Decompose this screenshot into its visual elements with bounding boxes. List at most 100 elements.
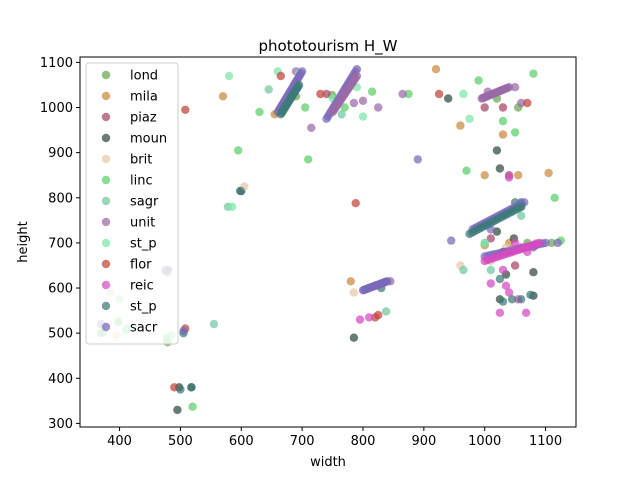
x-tick-label-700: 700 bbox=[290, 434, 315, 449]
legend-marker-lond-0 bbox=[101, 70, 111, 80]
data-point-flor-9-8 bbox=[434, 89, 444, 99]
data-point-sacr-12-6 bbox=[553, 238, 562, 248]
data-point-reic-10-9 bbox=[501, 281, 511, 290]
data-point-unit-7-5 bbox=[374, 103, 383, 112]
data-point-flor-9-9 bbox=[523, 98, 532, 108]
data-point-st_p-11-1 bbox=[176, 385, 185, 394]
data-point-st_p-11-9 bbox=[517, 295, 526, 304]
x-tick-label-800: 800 bbox=[351, 434, 376, 449]
data-point-linc-5-10 bbox=[462, 166, 471, 175]
legend-label-unit-7: unit bbox=[130, 216, 155, 231]
legend-label-sagr-6: sagr bbox=[130, 195, 159, 210]
data-point-linc-5-13 bbox=[510, 128, 520, 137]
data-point-piaz-2-6 bbox=[510, 261, 520, 270]
data-point-sacr-12-1 bbox=[179, 326, 188, 336]
y-tick-label-800: 800 bbox=[48, 191, 73, 206]
data-point-st_p-8-4 bbox=[227, 202, 237, 211]
data-point-sagr-6-2 bbox=[209, 319, 219, 329]
data-point-reic-10-8 bbox=[486, 279, 495, 288]
data-point-moun-3-0 bbox=[173, 405, 182, 415]
legend-marker-st_p-8 bbox=[101, 238, 111, 248]
data-point-linc-5-9 bbox=[404, 89, 413, 99]
cluster-point-sacr-6-21 bbox=[541, 238, 550, 248]
legend-label-lond-0: lond bbox=[130, 69, 158, 84]
data-point-moun-3-6 bbox=[492, 146, 502, 155]
data-point-sacr-12-2 bbox=[413, 155, 422, 164]
y-tick-label-1100: 1100 bbox=[40, 56, 73, 71]
data-point-unit-7-2 bbox=[307, 123, 316, 132]
legend-marker-st_p-11 bbox=[101, 301, 111, 311]
data-point-mila-1-5 bbox=[480, 171, 489, 180]
data-point-st_p-8-12 bbox=[480, 238, 489, 248]
y-tick-label-400: 400 bbox=[48, 372, 73, 387]
data-point-moun-3-5 bbox=[444, 94, 453, 103]
data-point-linc-5-8 bbox=[367, 87, 377, 96]
data-point-reic-10-13 bbox=[498, 265, 508, 275]
data-point-flor-9-3 bbox=[276, 71, 285, 81]
data-point-sagr-6-10 bbox=[517, 211, 526, 220]
data-point-piaz-2-2 bbox=[480, 103, 489, 112]
data-point-linc-5-5 bbox=[301, 103, 310, 112]
data-point-sacr-12-3 bbox=[447, 236, 456, 245]
data-point-st_p-8-9 bbox=[358, 112, 368, 121]
data-point-mila-1-2 bbox=[346, 277, 355, 286]
data-point-reic-10-2 bbox=[364, 313, 374, 322]
legend-label-st_p-8: st_p bbox=[130, 237, 157, 252]
data-point-flor-9-5 bbox=[351, 199, 360, 208]
data-point-sagr-6-6 bbox=[381, 307, 391, 316]
data-point-st_p-11-13 bbox=[495, 274, 505, 284]
data-point-moun-3-11 bbox=[529, 268, 538, 277]
data-point-mila-1-3 bbox=[431, 65, 441, 74]
data-point-linc-5-3 bbox=[234, 146, 243, 155]
data-point-st_p-11-7 bbox=[498, 297, 508, 306]
cluster-point-reic-7-21 bbox=[535, 238, 544, 248]
data-point-lond-0-7 bbox=[547, 238, 556, 248]
data-point-unit-7-3 bbox=[349, 98, 359, 108]
y-tick-label-900: 900 bbox=[48, 146, 73, 161]
legend-label-sacr-12: sacr bbox=[130, 321, 158, 336]
legend: londmilapiazmounbritlincsagrunitst_pflor… bbox=[85, 62, 179, 345]
data-point-mila-1-0 bbox=[218, 92, 228, 101]
data-point-linc-5-11 bbox=[474, 76, 483, 85]
legend-label-moun-3: moun bbox=[130, 132, 167, 147]
x-tick-label-600: 600 bbox=[229, 434, 254, 449]
legend-marker-sacr-12 bbox=[101, 322, 111, 332]
data-point-st_p-11-10 bbox=[526, 290, 535, 299]
data-point-flor-9-7 bbox=[374, 310, 383, 320]
x-tick-label-1000: 1000 bbox=[468, 434, 501, 449]
data-point-mila-1-7 bbox=[514, 171, 523, 180]
data-point-linc-5-4 bbox=[255, 107, 264, 117]
legend-label-mila-1: mila bbox=[130, 90, 158, 105]
chart-title: phototourism H_W bbox=[259, 37, 398, 56]
points-layer bbox=[97, 65, 565, 415]
data-point-flor-9-4 bbox=[316, 89, 325, 99]
legend-marker-unit-7 bbox=[101, 217, 111, 227]
data-point-brit-4-3 bbox=[349, 288, 359, 297]
data-point-linc-5-15 bbox=[550, 193, 559, 202]
y-tick-label-500: 500 bbox=[48, 327, 73, 342]
y-tick-label-700: 700 bbox=[48, 236, 73, 251]
data-point-linc-5-6 bbox=[304, 155, 313, 164]
legend-marker-reic-10 bbox=[101, 280, 111, 290]
data-point-reic-10-1 bbox=[355, 315, 365, 324]
legend-label-flor-9: flor bbox=[130, 258, 152, 273]
cluster-point-unit-8-21 bbox=[504, 83, 514, 92]
plot-area-frame bbox=[79, 56, 577, 428]
legend-marker-mila-1 bbox=[101, 91, 111, 101]
data-point-reic-10-3 bbox=[495, 308, 505, 317]
data-point-sagr-6-7 bbox=[459, 265, 468, 275]
x-axis-label: width bbox=[310, 455, 346, 470]
legend-marker-piaz-2 bbox=[101, 112, 111, 122]
data-point-unit-7-4 bbox=[358, 96, 368, 106]
data-point-st_p-8-3 bbox=[224, 71, 234, 81]
y-tick-label-300: 300 bbox=[48, 417, 73, 432]
data-point-st_p-11-4 bbox=[235, 186, 245, 196]
legend-label-st_p-11: st_p bbox=[130, 300, 157, 315]
data-point-unit-7-9 bbox=[510, 83, 520, 92]
data-point-reic-10-4 bbox=[504, 288, 514, 297]
legend-label-reic-10: reic bbox=[130, 279, 154, 294]
y-tick-label-1000: 1000 bbox=[40, 101, 73, 116]
x-tick-label-400: 400 bbox=[107, 434, 132, 449]
data-point-sagr-6-5 bbox=[337, 110, 346, 119]
